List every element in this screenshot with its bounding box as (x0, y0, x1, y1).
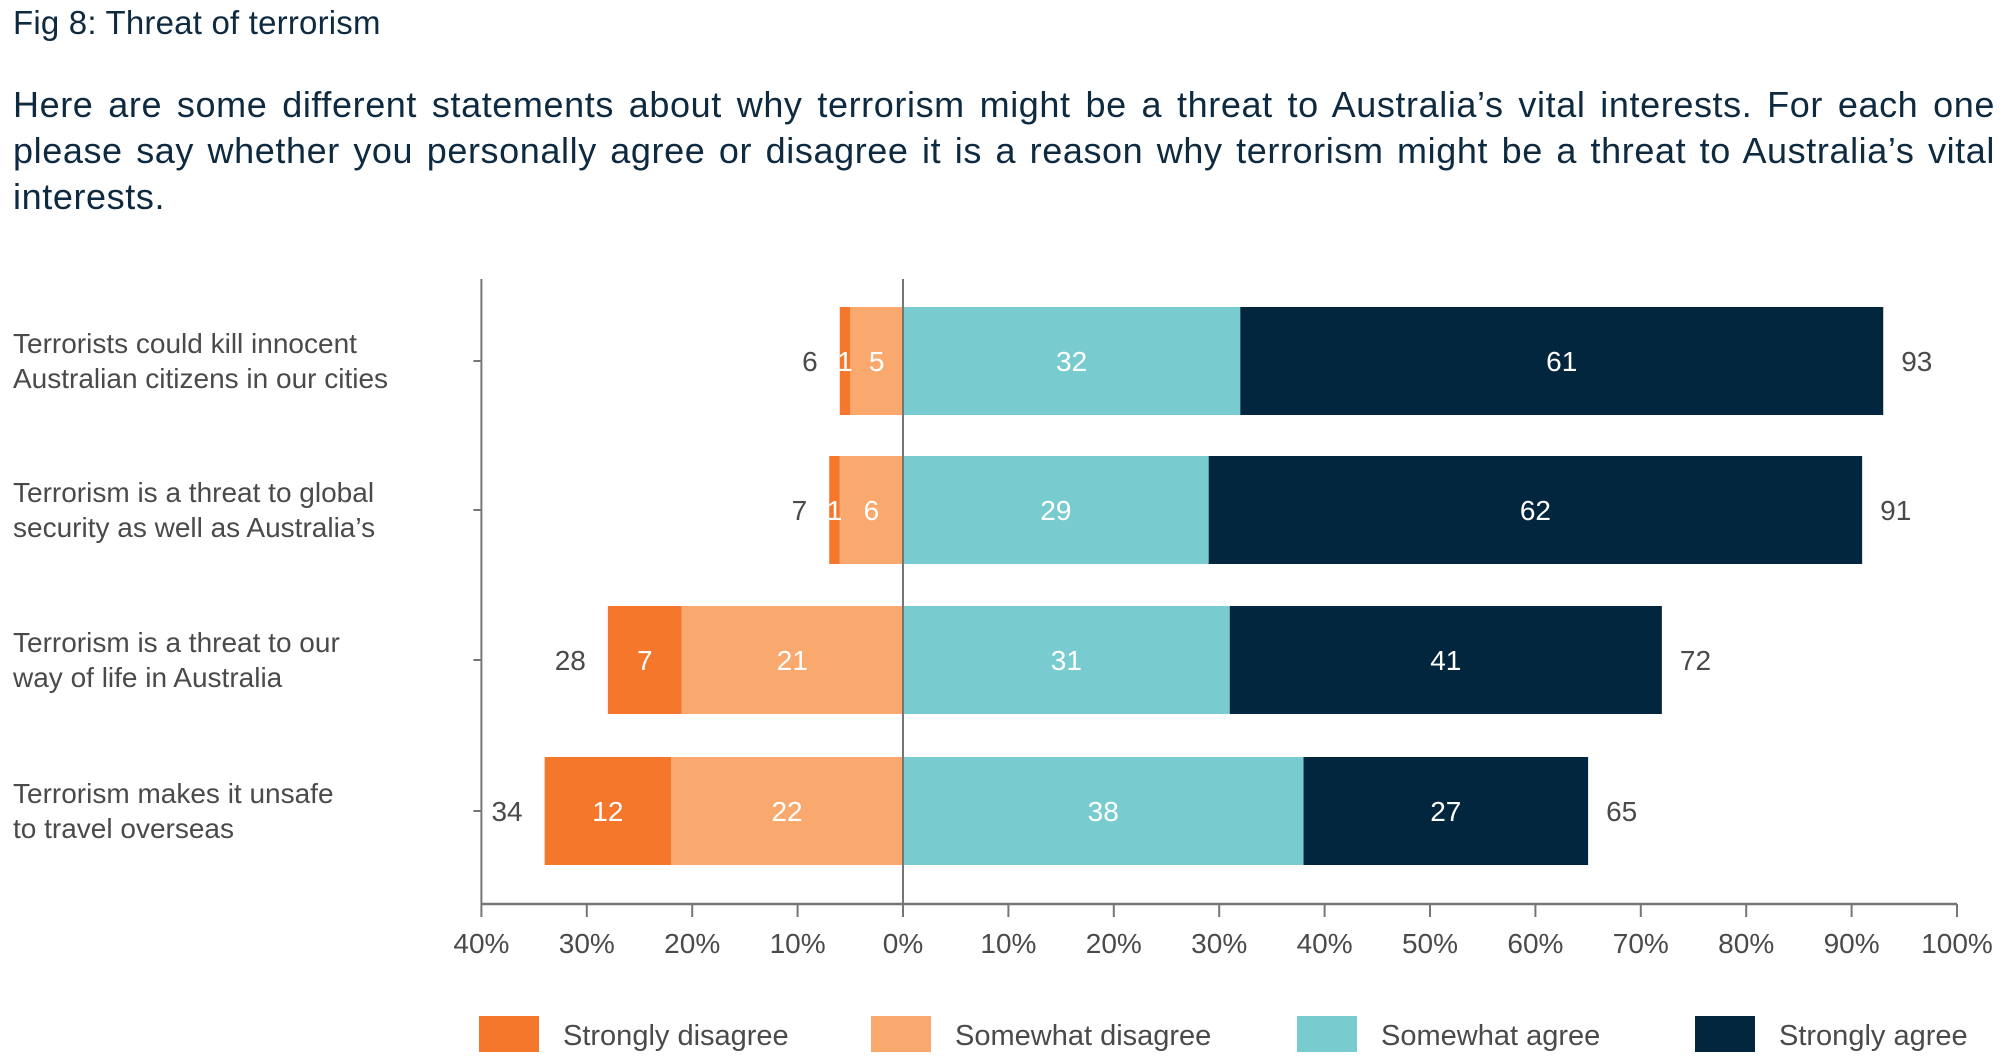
data-label-somewhat-agree: 29 (1040, 495, 1071, 526)
legend-label-somewhat-disagree: Somewhat disagree (955, 1020, 1211, 1052)
data-label-strongly-disagree: 1 (827, 495, 843, 526)
data-label-somewhat-disagree: 5 (869, 346, 885, 377)
data-label-strongly-agree: 61 (1546, 346, 1577, 377)
legend-swatch-somewhat-agree (1297, 1016, 1357, 1052)
total-disagree-label: 28 (555, 645, 586, 676)
data-label-somewhat-disagree: 22 (771, 796, 802, 827)
data-label-strongly-disagree: 7 (637, 645, 653, 676)
x-tick-label: 50% (1402, 928, 1458, 959)
legend-swatch-somewhat-disagree (871, 1016, 931, 1052)
legend-swatch-strongly-disagree (479, 1016, 539, 1052)
category-label: Terrorism is a threat to global security … (13, 477, 375, 543)
bar-somewhat-agree (903, 456, 1209, 564)
x-tick-label: 40% (1297, 928, 1353, 959)
data-label-strongly-agree: 62 (1520, 495, 1551, 526)
bar-strongly-agree (1208, 456, 1863, 564)
bar-strongly-agree (1303, 757, 1589, 865)
total-disagree-label: 34 (491, 796, 522, 827)
data-label-somewhat-agree: 32 (1056, 346, 1087, 377)
bar-somewhat-disagree (839, 456, 903, 564)
legend-label-strongly-disagree: Strongly disagree (563, 1020, 789, 1052)
bar-strongly-disagree (829, 456, 840, 564)
x-tick-label: 10% (980, 928, 1036, 959)
category-label: Terrorism makes it unsafe to travel overs… (13, 778, 334, 844)
category-label: Terrorism is a threat to our way of life … (12, 627, 340, 693)
bar-somewhat-agree (903, 307, 1241, 415)
data-label-strongly-disagree: 1 (837, 346, 853, 377)
x-tick-label: 10% (770, 928, 826, 959)
bar-somewhat-disagree (681, 606, 903, 714)
category-label-line: Terrorists could kill innocent (13, 328, 357, 359)
bar-strongly-agree (1229, 606, 1662, 714)
x-tick-label: 40% (453, 928, 509, 959)
bar-strongly-agree (1240, 307, 1884, 415)
data-label-strongly-agree: 27 (1430, 796, 1461, 827)
x-tick-label: 30% (559, 928, 615, 959)
x-tick-label: 0% (883, 928, 923, 959)
axes-group (473, 279, 1958, 917)
category-label-line: Australian citizens in our cities (13, 363, 388, 394)
bar-somewhat-disagree (850, 307, 903, 415)
total-agree-label: 91 (1880, 495, 1911, 526)
x-tick-label: 90% (1824, 928, 1880, 959)
total-disagree-label: 7 (792, 495, 808, 526)
bar-strongly-disagree (839, 307, 851, 415)
category-label-line: Terrorism is a threat to our (13, 627, 340, 658)
x-tick-label: 20% (664, 928, 720, 959)
bar-strongly-disagree (544, 757, 672, 865)
data-label-strongly-disagree: 12 (592, 796, 623, 827)
x-tick-label: 100% (1921, 928, 1993, 959)
x-tick-label: 60% (1507, 928, 1563, 959)
category-label-line: Terrorism is a threat to global (13, 477, 374, 508)
data-label-somewhat-disagree: 6 (864, 495, 880, 526)
total-agree-label: 72 (1680, 645, 1711, 676)
legend-label-somewhat-agree: Somewhat agree (1381, 1020, 1600, 1052)
category-label-line: security as well as Australia’s (13, 512, 375, 543)
x-tick-label: 80% (1718, 928, 1774, 959)
x-tick-label: 30% (1191, 928, 1247, 959)
bar-somewhat-agree (903, 606, 1230, 714)
category-label-line: to travel overseas (13, 813, 234, 844)
legend-swatch-strongly-agree (1695, 1016, 1755, 1052)
total-agree-label: 65 (1606, 796, 1637, 827)
total-disagree-label: 6 (802, 346, 818, 377)
legend-label-strongly-agree: Strongly agree (1779, 1020, 1968, 1052)
category-label-line: way of life in Australia (12, 662, 283, 693)
total-agree-label: 93 (1901, 346, 1932, 377)
x-tick-label: 20% (1086, 928, 1142, 959)
chart-title: Fig 8: Threat of terrorism (13, 4, 381, 41)
data-label-somewhat-agree: 31 (1051, 645, 1082, 676)
legend: Strongly disagree Somewhat disagree Somewh… (479, 1016, 1968, 1052)
category-label: Terrorists could kill innocent Australian… (13, 328, 388, 394)
bar-strongly-disagree (607, 606, 682, 714)
x-tick-label: 70% (1613, 928, 1669, 959)
bars-group (544, 307, 1884, 865)
bar-somewhat-disagree (671, 757, 903, 865)
data-label-somewhat-disagree: 21 (777, 645, 808, 676)
chart-subtitle: Here are some different statements about… (13, 84, 1995, 217)
category-label-line: Terrorism makes it unsafe (13, 778, 334, 809)
bar-somewhat-agree (903, 757, 1304, 865)
data-label-strongly-agree: 41 (1430, 645, 1461, 676)
data-label-somewhat-agree: 38 (1088, 796, 1119, 827)
